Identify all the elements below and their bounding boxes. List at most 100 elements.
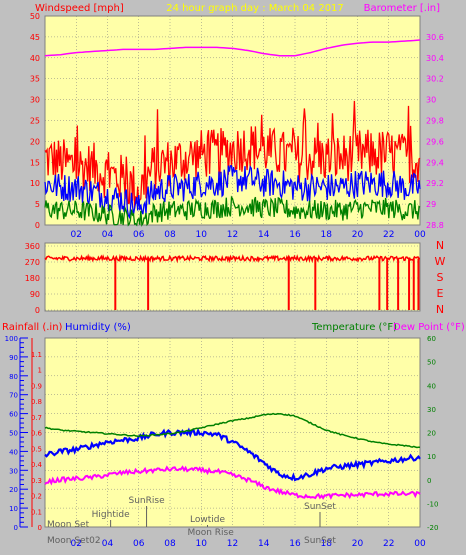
time-tick-label: 08	[164, 230, 176, 240]
barometer-tick-label: 30.4	[426, 54, 444, 63]
rainfall-tick-label: 0.3	[31, 477, 42, 485]
time-tick-label: 18	[321, 539, 333, 549]
direction-grid	[45, 243, 421, 311]
astro-label: Moon Set	[47, 520, 90, 530]
wind-avg-line	[44, 165, 421, 220]
astro-label: SunSet	[304, 536, 336, 546]
time-tick-label: 02	[71, 539, 82, 549]
wind-tick-label: 45	[30, 33, 40, 42]
humidity-tick-label: 60	[9, 411, 18, 419]
time-tick-label: 16	[289, 230, 301, 240]
time-tick-label: 04	[102, 539, 114, 549]
temperature-tick-label: 10	[427, 453, 436, 461]
humidity-tick-label: 30	[9, 467, 18, 475]
barometer-tick-label: 29.8	[426, 117, 444, 126]
humidity-line	[44, 427, 421, 482]
time-tick-label: 12	[227, 539, 238, 549]
direction-tick-label: 180	[25, 274, 40, 283]
wind-tick-label: 50	[30, 12, 40, 21]
time-tick-label: 00	[414, 539, 426, 549]
time-tick-label: 18	[321, 230, 333, 240]
temperature-tick-label: 40	[427, 382, 436, 390]
astro-events: Moon Set Moon Set02 Hightide SunRise Lowtide…	[47, 496, 336, 546]
compass-label: N	[436, 239, 444, 252]
wind-axis-title: Windspeed [mph]	[35, 3, 124, 14]
rainfall-tick-label: 0	[38, 524, 42, 532]
direction-tick-label: 360	[25, 242, 40, 251]
humidity-time-axis: 02 04 06 08 10 12 14 16 18 20 22 00	[71, 539, 426, 549]
temperature-tick-label: -10	[427, 500, 438, 508]
wind-tick-label: 25	[30, 117, 40, 126]
barometer-tick-label: 29.6	[426, 137, 444, 146]
wind-time-axis: 02 04 06 08 10 12 14 16 18 20 22 00	[71, 230, 426, 240]
wind-tick-label: 30	[30, 96, 40, 105]
time-tick-label: 14	[258, 230, 270, 240]
temperature-tick-label: -20	[427, 524, 438, 532]
wind-tick-label: 5	[35, 200, 40, 209]
humidity-axis: 0 10 20 30 40 50 60 70 80 90 100	[5, 335, 28, 532]
wind-gust-line	[44, 100, 421, 209]
time-tick-label: 20	[352, 230, 364, 240]
rainfall-tick-label: 0.4	[31, 461, 43, 469]
direction-series	[44, 253, 420, 310]
wind-tick-label: 35	[30, 75, 40, 84]
time-tick-label: 16	[289, 539, 301, 549]
barometer-tick-label: 30.2	[426, 75, 444, 84]
wind-tick-label: 10	[30, 179, 40, 188]
temperature-tick-label: 30	[427, 406, 436, 414]
compass-label: S	[437, 271, 444, 284]
barometer-tick-label: 29	[426, 200, 436, 209]
compass-label: N	[436, 303, 444, 316]
time-tick-label: 06	[133, 539, 145, 549]
temperature-tick-label: 50	[427, 359, 436, 367]
astro-label: Hightide	[92, 510, 130, 520]
humidity-tick-label: 40	[9, 448, 18, 456]
astro-label: SunRise	[129, 496, 166, 506]
direction-left-axis: 0 90 180 270 360	[25, 242, 40, 315]
rainfall-axis: 0 0.1 0.2 0.3 0.4 0.5 0.6 0.7 0.8 0.9 1 1.1	[31, 338, 43, 532]
humidity-tick-label: 10	[9, 505, 18, 513]
barometer-tick-label: 29.4	[426, 158, 444, 167]
time-tick-label: 06	[133, 230, 145, 240]
rainfall-tick-label: 1.1	[31, 351, 42, 359]
temperature-axis-title: Temperature (°F)	[311, 322, 397, 333]
barometer-tick-label: 30	[426, 96, 436, 105]
humidity-tick-label: 90	[9, 354, 18, 362]
humidity-tick-label: 50	[9, 430, 18, 438]
direction-line	[44, 253, 420, 264]
astro-label: Moon Rise	[187, 528, 234, 538]
temperature-tick-label: 0	[427, 477, 431, 485]
temperature-line	[44, 412, 420, 449]
wind-tick-label: 15	[30, 158, 40, 167]
rainfall-tick-label: 1	[38, 367, 42, 375]
wind-left-axis: 0 5 10 15 20 25 30 35 40 45 50	[30, 12, 40, 230]
humidity-tick-label: 20	[9, 486, 18, 494]
wind-min-line	[44, 195, 421, 227]
compass-label: W	[435, 255, 446, 268]
time-tick-label: 20	[352, 539, 364, 549]
temperature-tick-label: 60	[427, 335, 436, 343]
astro-label: Lowtide	[190, 515, 225, 525]
time-tick-label: 04	[102, 230, 114, 240]
humidity-axis-title: Humidity (%)	[65, 322, 131, 333]
dewpoint-axis-title: Dew Point (°F)	[393, 322, 465, 333]
compass-label: E	[437, 287, 444, 300]
time-tick-label: 08	[164, 539, 176, 549]
time-tick-label: 10	[196, 230, 208, 240]
rainfall-tick-label: 0.7	[31, 414, 42, 422]
time-tick-label: 22	[383, 539, 394, 549]
wind-tick-label: 0	[35, 221, 40, 230]
time-tick-label: 22	[383, 230, 394, 240]
astro-label: SunSet	[304, 502, 336, 512]
time-tick-label: 00	[414, 230, 426, 240]
time-tick-label: 10	[196, 539, 208, 549]
rainfall-tick-label: 0.9	[31, 382, 42, 390]
temperature-axis: -20 -10 0 10 20 30 40 50 60	[427, 335, 438, 532]
barometer-line	[44, 39, 421, 57]
rainfall-tick-label: 0.1	[31, 508, 42, 516]
time-tick-label: 12	[227, 230, 238, 240]
humidity-tick-label: 0	[14, 524, 18, 532]
rainfall-tick-label: 0.6	[31, 430, 43, 438]
time-tick-label: 02	[71, 230, 82, 240]
